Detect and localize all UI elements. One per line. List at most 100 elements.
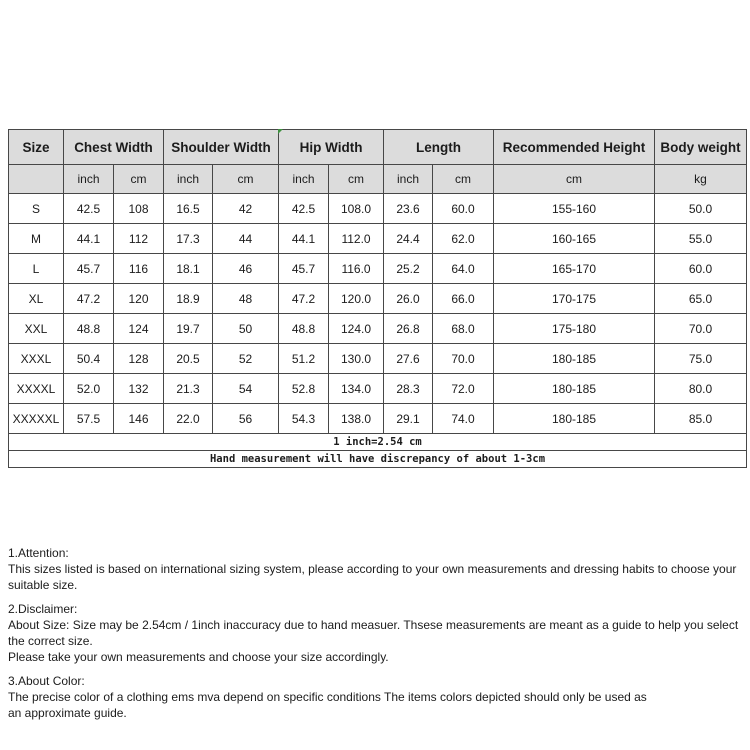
table-row: S 42.5 108 16.5 42 42.5 108.0 23.6 60.0 155-160 50… — [8, 193, 748, 224]
value-cell: 17.3 — [163, 223, 213, 254]
value-cell: 130.0 — [327, 343, 385, 374]
value-cell: 24.4 — [383, 223, 434, 254]
size-cell: XXXXXL — [8, 403, 64, 434]
value-cell: 60.0 — [432, 193, 495, 224]
value-cell: 18.1 — [163, 253, 213, 284]
value-cell: 146 — [113, 403, 164, 434]
value-cell: 54.3 — [278, 403, 329, 434]
size-chart: Size Chest Width Shoulder Width Hip Widt… — [7, 129, 748, 468]
value-cell: 72.0 — [432, 373, 495, 404]
value-cell: 42.5 — [63, 193, 114, 224]
value-cell: 18.9 — [163, 283, 213, 314]
value-cell: 19.7 — [163, 313, 213, 344]
value-cell: 21.3 — [163, 373, 213, 404]
value-cell: 51.2 — [278, 343, 329, 374]
value-cell: 165-170 — [493, 253, 656, 284]
value-cell: 44 — [212, 223, 279, 254]
notes-section: 1.Attention: This sizes listed is based … — [8, 545, 744, 729]
value-cell: 64.0 — [432, 253, 495, 284]
value-cell: 57.5 — [63, 403, 114, 434]
value-cell: 44.1 — [278, 223, 329, 254]
header-length: Length — [383, 129, 495, 165]
value-cell: 74.0 — [432, 403, 495, 434]
value-cell: 134.0 — [327, 373, 385, 404]
table-row: XXXL 50.4 128 20.5 52 51.2 130.0 27.6 70.0 180-18… — [8, 343, 748, 374]
unit-cell: cm — [432, 164, 495, 194]
unit-cell: cm — [327, 164, 385, 194]
value-cell: 46 — [212, 253, 279, 284]
value-cell: 128 — [113, 343, 164, 374]
value-cell: 42.5 — [278, 193, 329, 224]
value-cell: 55.0 — [654, 223, 748, 254]
value-cell: 180-185 — [493, 403, 656, 434]
size-cell: XXL — [8, 313, 64, 344]
unit-cell: cm — [212, 164, 279, 194]
header-recommended-height: Recommended Height — [493, 129, 656, 165]
size-cell: XXXXL — [8, 373, 64, 404]
note-heading: 1.Attention: — [8, 546, 69, 560]
size-chart-table: Size Chest Width Shoulder Width Hip Widt… — [7, 129, 748, 468]
table-row: L 45.7 116 18.1 46 45.7 116.0 25.2 64.0 165-170 60… — [8, 253, 748, 284]
value-cell: 20.5 — [163, 343, 213, 374]
value-cell: 70.0 — [432, 343, 495, 374]
value-cell: 108 — [113, 193, 164, 224]
value-cell: 50.4 — [63, 343, 114, 374]
note-line: The precise color of a clothing ems mva … — [8, 690, 647, 704]
header-size: Size — [8, 129, 64, 165]
value-cell: 48.8 — [278, 313, 329, 344]
value-cell: 138.0 — [327, 403, 385, 434]
value-cell: 116.0 — [327, 253, 385, 284]
unit-cell: kg — [654, 164, 748, 194]
value-cell: 180-185 — [493, 343, 656, 374]
value-cell: 80.0 — [654, 373, 748, 404]
note-attention: 1.Attention: This sizes listed is based … — [8, 545, 744, 593]
value-cell: 70.0 — [654, 313, 748, 344]
value-cell: 50 — [212, 313, 279, 344]
value-cell: 155-160 — [493, 193, 656, 224]
unit-cell: cm — [493, 164, 656, 194]
header-shoulder-width: Shoulder Width — [163, 129, 279, 165]
header-units-row: inch cm inch cm inch cm inch cm cm kg — [8, 164, 748, 194]
note-line: Please take your own measurements and ch… — [8, 650, 389, 664]
value-cell: 44.1 — [63, 223, 114, 254]
value-cell: 85.0 — [654, 403, 748, 434]
value-cell: 25.2 — [383, 253, 434, 284]
value-cell: 52.8 — [278, 373, 329, 404]
value-cell: 47.2 — [63, 283, 114, 314]
value-cell: 52.0 — [63, 373, 114, 404]
value-cell: 68.0 — [432, 313, 495, 344]
value-cell: 62.0 — [432, 223, 495, 254]
note-line: This sizes listed is based on internatio… — [8, 562, 737, 592]
value-cell: 116 — [113, 253, 164, 284]
value-cell: 48 — [212, 283, 279, 314]
value-cell: 75.0 — [654, 343, 748, 374]
size-rows: S 42.5 108 16.5 42 42.5 108.0 23.6 60.0 155-160 50… — [8, 193, 748, 434]
header-hip-width: Hip Width — [277, 129, 385, 165]
size-cell: S — [8, 193, 64, 224]
table-row: XXXXL 52.0 132 21.3 54 52.8 134.0 28.3 72.0 180-1… — [8, 373, 748, 404]
table-row: XL 47.2 120 18.9 48 47.2 120.0 26.0 66.0 170-175 6… — [8, 283, 748, 314]
value-cell: 170-175 — [493, 283, 656, 314]
note-heading: 2.Disclaimer: — [8, 602, 78, 616]
value-cell: 112 — [113, 223, 164, 254]
value-cell: 112.0 — [327, 223, 385, 254]
value-cell: 54 — [212, 373, 279, 404]
value-cell: 52 — [212, 343, 279, 374]
value-cell: 60.0 — [654, 253, 748, 284]
value-cell: 175-180 — [493, 313, 656, 344]
unit-cell — [8, 164, 64, 194]
value-cell: 23.6 — [383, 193, 434, 224]
size-cell: M — [8, 223, 64, 254]
note-line: an approximate guide. — [8, 706, 127, 720]
value-cell: 45.7 — [63, 253, 114, 284]
value-cell: 16.5 — [163, 193, 213, 224]
table-row: M 44.1 112 17.3 44 44.1 112.0 24.4 62.0 160-165 55… — [8, 223, 748, 254]
value-cell: 22.0 — [163, 403, 213, 434]
size-cell: XL — [8, 283, 64, 314]
table-row: XXXXXL 57.5 146 22.0 56 54.3 138.0 29.1 74.0 180-… — [8, 403, 748, 434]
value-cell: 160-165 — [493, 223, 656, 254]
value-cell: 132 — [113, 373, 164, 404]
unit-cell: inch — [383, 164, 434, 194]
unit-cell: cm — [113, 164, 164, 194]
value-cell: 47.2 — [278, 283, 329, 314]
